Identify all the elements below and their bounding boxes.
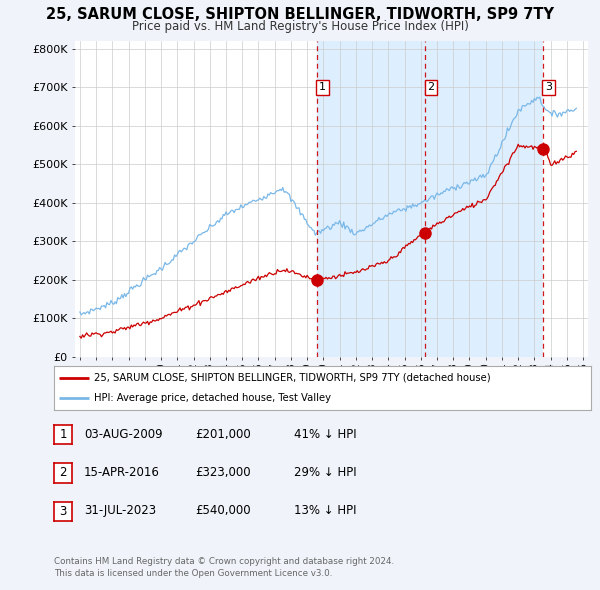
Text: £201,000: £201,000: [195, 428, 251, 441]
Text: 25, SARUM CLOSE, SHIPTON BELLINGER, TIDWORTH, SP9 7TY (detached house): 25, SARUM CLOSE, SHIPTON BELLINGER, TIDW…: [94, 373, 491, 383]
Text: HPI: Average price, detached house, Test Valley: HPI: Average price, detached house, Test…: [94, 393, 331, 403]
Text: 3: 3: [545, 83, 552, 93]
Bar: [425, 41, 542, 357]
Text: 1: 1: [319, 83, 326, 93]
Text: 13% ↓ HPI: 13% ↓ HPI: [294, 504, 356, 517]
Bar: [317, 41, 425, 357]
Text: 41% ↓ HPI: 41% ↓ HPI: [294, 428, 356, 441]
Text: 15-APR-2016: 15-APR-2016: [84, 466, 160, 479]
Text: 03-AUG-2009: 03-AUG-2009: [84, 428, 163, 441]
Text: 29% ↓ HPI: 29% ↓ HPI: [294, 466, 356, 479]
Bar: [542, 41, 588, 357]
Text: 2: 2: [427, 83, 434, 93]
Text: 25, SARUM CLOSE, SHIPTON BELLINGER, TIDWORTH, SP9 7TY: 25, SARUM CLOSE, SHIPTON BELLINGER, TIDW…: [46, 7, 554, 22]
Text: 1: 1: [59, 428, 67, 441]
Text: Price paid vs. HM Land Registry's House Price Index (HPI): Price paid vs. HM Land Registry's House …: [131, 20, 469, 33]
Text: Contains HM Land Registry data © Crown copyright and database right 2024.
This d: Contains HM Land Registry data © Crown c…: [54, 558, 394, 578]
Text: 31-JUL-2023: 31-JUL-2023: [84, 504, 156, 517]
Text: 3: 3: [59, 504, 67, 518]
Text: £540,000: £540,000: [195, 504, 251, 517]
Text: 2: 2: [59, 466, 67, 480]
Text: £323,000: £323,000: [195, 466, 251, 479]
